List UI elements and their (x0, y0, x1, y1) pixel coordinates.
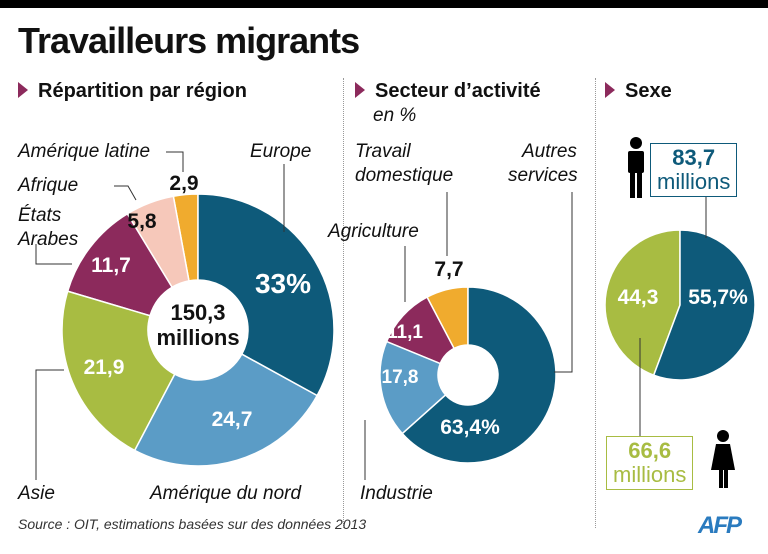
slice-afrique (126, 195, 190, 289)
value-afrique: 5,8 (127, 210, 157, 233)
value-agriculture: 11,1 (387, 322, 423, 343)
slice-états-arabes (66, 212, 174, 317)
label-agriculture: Agriculture (328, 221, 419, 242)
leader-line (35, 369, 64, 480)
triangle-icon (605, 82, 615, 98)
source-note: Source : OIT, estimations basées sur des… (18, 516, 367, 532)
triangle-icon (355, 82, 365, 98)
men-unit: millions (657, 169, 731, 194)
center-unit: millions (156, 325, 240, 350)
slice-europe (197, 193, 335, 397)
label-amerique-du-nord: Amérique du nord (150, 483, 302, 504)
value-industrie: 17,8 (381, 367, 419, 388)
label-services: services (508, 165, 578, 186)
women-box: 66,6 millions (606, 436, 694, 490)
value-amerique-latine: 2,9 (169, 172, 199, 195)
women-unit: millions (613, 462, 687, 487)
page-title: Travailleurs migrants (18, 20, 360, 61)
slice-amérique-du-nord (133, 353, 319, 467)
divider (595, 78, 596, 528)
section-title-region: Répartition par région (18, 80, 247, 103)
label-asie: Asie (18, 483, 55, 504)
value-travail-domestique: 7,7 (434, 258, 464, 281)
divider (343, 78, 344, 528)
section-label: Répartition par région (38, 80, 247, 102)
leader-line (554, 192, 573, 373)
label-afrique: Afrique (18, 175, 79, 196)
leader-line (35, 244, 72, 265)
slice-industrie (379, 340, 447, 435)
label-etats: États (18, 205, 62, 226)
value-asie: 21,9 (83, 356, 125, 379)
women-value: 66,6 (628, 438, 672, 463)
slice-femmes (604, 229, 681, 377)
top-bar (0, 0, 768, 8)
label-travail: Travail (355, 141, 411, 162)
label-europe: Europe (250, 141, 312, 162)
center-total: 150,3 (170, 300, 226, 325)
section-title-sex: Sexe (605, 80, 672, 103)
label-amerique-latine: Amérique latine (18, 141, 151, 162)
triangle-icon (18, 82, 28, 98)
value-europe: 33% (254, 268, 312, 299)
label-autres: Autres (522, 141, 577, 162)
section-label: Sexe (625, 80, 672, 102)
men-box: 83,7 millions (650, 143, 738, 197)
leader-line (114, 185, 137, 201)
value-etats-arabes: 11,7 (91, 254, 131, 277)
value-hommes: 55,7% (688, 286, 748, 309)
men-value: 83,7 (672, 145, 716, 170)
value-autres-services: 63,4% (440, 416, 500, 439)
section-label: Secteur d’activité (375, 80, 541, 102)
label-arabes: Arabes (18, 229, 79, 250)
slice-autres-services (401, 286, 557, 464)
leader-line (166, 151, 184, 172)
slice-asie (61, 290, 176, 452)
value-femmes: 44,3 (617, 286, 659, 309)
afp-logo: AFP (698, 512, 742, 539)
value-amerique-du-nord: 24,7 (211, 408, 253, 431)
slice-hommes (652, 229, 756, 381)
leader-lines (35, 151, 707, 480)
label-industrie: Industrie (360, 483, 433, 504)
slice-agriculture (385, 296, 456, 365)
label-domestique: domestique (355, 165, 454, 186)
sector-unit: en % (373, 105, 417, 126)
section-title-sector: Secteur d’activité (355, 80, 541, 103)
